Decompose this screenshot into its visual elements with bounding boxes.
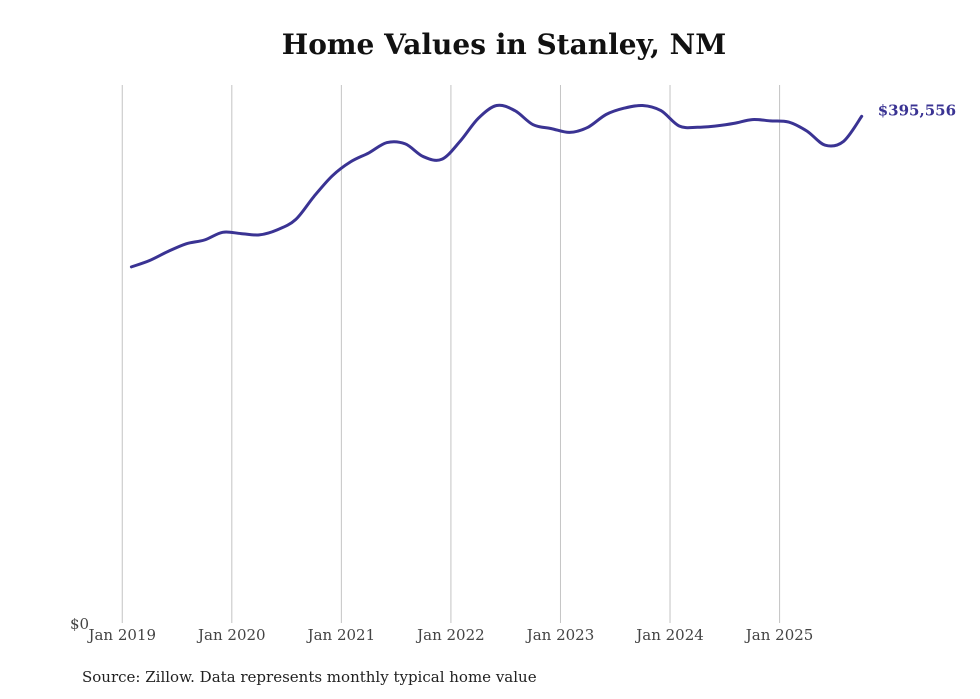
x-tick-label: Jan 2025: [744, 626, 814, 644]
x-tick-label: Jan 2022: [415, 626, 485, 644]
series-layer: [129, 103, 864, 269]
grid-lines: [121, 85, 781, 623]
x-tick-label: Jan 2020: [196, 626, 266, 644]
y-tick-label-zero: $0: [70, 615, 89, 633]
source-note: Source: Zillow. Data represents monthly …: [82, 668, 537, 686]
end-value-label: $395,556: [878, 101, 956, 119]
x-tick-label: Jan 2024: [634, 626, 704, 644]
x-tick-label: Jan 2019: [86, 626, 156, 644]
series-line-home-value: [129, 103, 864, 269]
x-tick-label: Jan 2023: [525, 626, 595, 644]
chart-title: Home Values in Stanley, NM: [281, 28, 727, 61]
axis-labels: $0 Jan 2019 Jan 2020 Jan 2021 Jan 2022 Jan 2…: [70, 615, 813, 644]
x-tick-label: Jan 2021: [306, 626, 376, 644]
